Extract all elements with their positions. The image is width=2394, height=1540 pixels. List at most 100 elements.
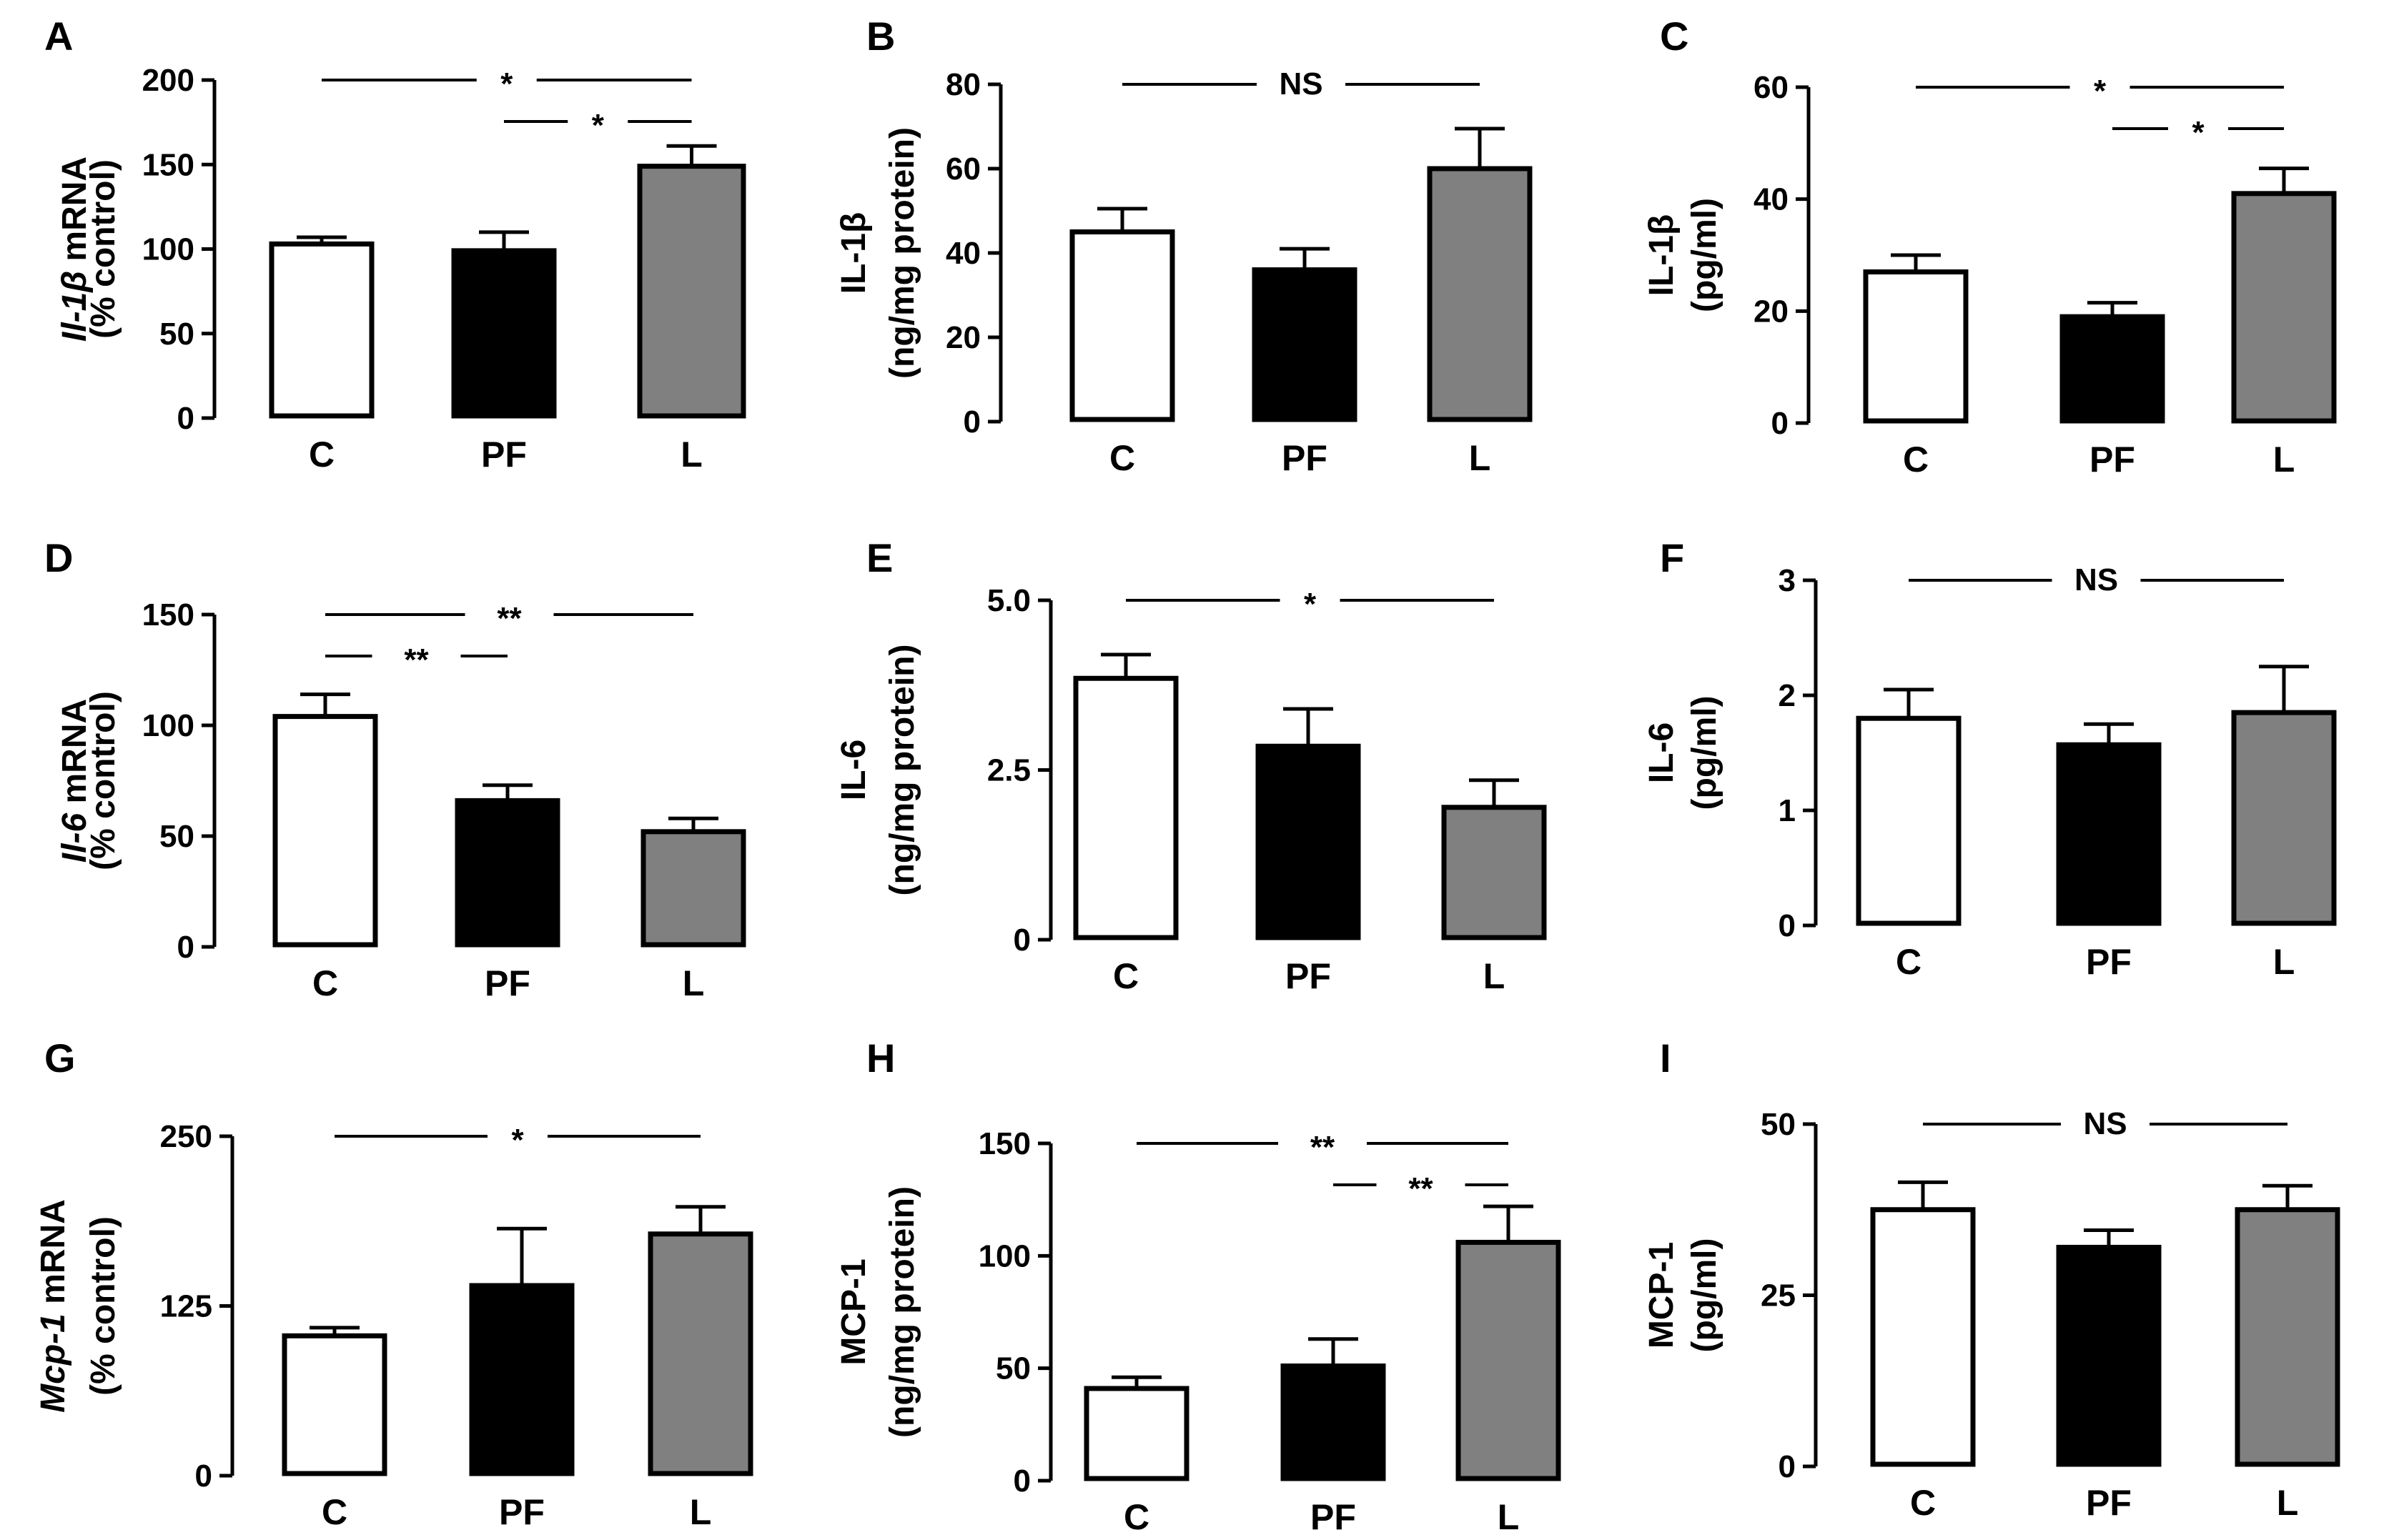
panel-a-ytick-label: 50 [159,317,194,352]
panel-g-ylabel-part: mRNA [34,1199,72,1313]
panel-h-ylabel: MCP-1 [835,1258,873,1365]
panel-f-ylabel-unit: (pg/ml) [1686,696,1723,810]
panel-f-ytick-label: 0 [1779,908,1796,943]
panel-c-ylabel-part: IL-1β [1643,214,1681,297]
panel-g-category-pf: PF [499,1492,545,1532]
panel-h-ylabel-unit: (ng/mg protein) [884,1186,921,1438]
panel-b-category-c: C [1109,438,1135,478]
panel-i-ytick-label: 25 [1761,1278,1796,1313]
panel-b-ytick-label: 0 [964,404,981,439]
panel-e-bar-l [1441,805,1547,940]
panel-g-category-c: C [322,1492,347,1532]
panel-h-sig-label: ** [1310,1130,1335,1165]
panel-g-ytick-label: 0 [195,1459,212,1494]
panel-e-ytick-label: 0 [1014,923,1031,958]
panel-d-ylabel-unit: (% control) [84,691,122,870]
panel-c-sig-label: * [2192,115,2205,150]
panel-g-bar-l [648,1231,753,1476]
panel-a-ylabel: Il-1β mRNA [56,157,94,342]
panel-i-bar-l [2235,1207,2340,1467]
panel-f-category-l: L [2273,942,2295,982]
panel-d-bar-c [272,714,378,948]
panel-i-ytick-label: 50 [1761,1107,1796,1142]
panel-c-letter: C [1660,14,1688,59]
panel-d-ylabel-part: Il-6 [56,813,94,863]
panel-d-bar-l [640,829,746,948]
panel-i-category-l: L [2277,1483,2299,1523]
panel-c-category-l: L [2273,439,2295,480]
panel-b-ylabel-unit: (ng/mg protein) [884,127,921,379]
panel-a-ytick-label: 100 [142,232,194,267]
panel-e-sig-label: * [1304,587,1317,622]
panel-h-category-pf: PF [1310,1497,1356,1537]
panel-d-category-l: L [683,963,705,1003]
panel-f-bar-pf [2056,742,2162,926]
panel-g-ytick-label: 125 [160,1289,212,1324]
panel-c-ytick-label: 0 [1771,406,1789,441]
panel-f-letter: F [1660,535,1684,580]
panel-d-ytick-label: 100 [142,708,194,743]
panel-d-ylabel-part: mRNA [56,699,94,813]
panel-h-ytick-label: 50 [996,1351,1031,1386]
panel-g-letter: G [44,1035,76,1081]
panel-h-category-l: L [1498,1497,1520,1537]
panel-e-ylabel-unit: (ng/mg protein) [884,645,921,896]
panel-b-bar-l [1427,166,1533,422]
panel-b-sig-label: NS [1279,66,1322,101]
panel-b-ytick-label: 40 [946,236,981,271]
panel-b-bar-c [1069,229,1175,422]
panel-b-ylabel-part: IL-1β [835,212,873,294]
panel-a-ytick-label: 150 [142,147,194,182]
panel-a-category-c: C [309,434,335,475]
panel-c-ytick-label: 60 [1754,70,1789,105]
panel-e-category-pf: PF [1285,956,1331,996]
panel-a-bar-pf [451,248,557,419]
panel-e-letter: E [866,535,893,580]
panel-i-ylabel-unit: (pg/ml) [1686,1238,1723,1353]
panel-f-ytick-label: 2 [1779,678,1796,713]
panel-h-bar-pf [1280,1363,1386,1481]
panel-i-category-c: C [1910,1483,1936,1523]
panel-b-ytick-label: 80 [946,67,981,102]
panel-e-ylabel-part: IL-6 [835,740,873,800]
panel-b-category-pf: PF [1282,438,1327,478]
panel-a-ylabel-unit: (% control) [84,159,122,339]
panel-f-sig-label: NS [2074,562,2118,597]
panel-a-ytick-label: 200 [142,63,194,98]
panel-b-ytick-label: 60 [946,151,981,187]
panel-c-category-c: C [1903,439,1929,480]
panel-d-sig-label: ** [404,642,429,677]
panel-h-ylabel-part: MCP-1 [835,1258,873,1365]
panel-f-ytick-label: 3 [1779,563,1796,598]
panel-e-ytick-label: 5.0 [987,583,1031,618]
panel-g-category-l: L [690,1492,712,1532]
panel-f-bar-c [1856,715,1962,926]
panel-d-sig-label: ** [497,601,522,636]
panel-f-category-pf: PF [2086,942,2132,982]
panel-d-letter: D [44,535,73,580]
panel-d-ytick-label: 150 [142,597,194,632]
panel-f-bar-l [2231,710,2337,926]
panel-h-letter: H [866,1035,895,1081]
panel-g-bar-pf [469,1283,575,1476]
panel-h-sig-label: ** [1408,1171,1433,1206]
panel-h-bar-c [1084,1386,1189,1481]
panel-e-category-c: C [1113,956,1139,996]
panel-h-ytick-label: 100 [979,1238,1031,1273]
panel-a-letter: A [44,14,73,59]
panel-h-ytick-label: 150 [979,1126,1031,1161]
panel-d-category-c: C [312,963,338,1003]
panel-a-sig-label: * [500,66,513,101]
panel-a-bar-l [637,164,746,419]
panel-i-ylabel-part: MCP-1 [1643,1242,1681,1348]
panel-c-bar-c [1863,269,1969,424]
panel-e-category-l: L [1483,956,1505,996]
panel-f-ytick-label: 1 [1779,793,1796,828]
panel-f-ylabel-part: IL-6 [1643,722,1681,783]
panel-a-ylabel-part: Il-1β [56,271,94,342]
panel-b-ylabel: IL-1β [835,212,873,294]
panel-a-ytick-label: 0 [177,401,194,436]
panel-d-ylabel: Il-6 mRNA [56,699,94,863]
panel-b-ytick-label: 20 [946,320,981,355]
panel-i-category-pf: PF [2086,1483,2132,1523]
